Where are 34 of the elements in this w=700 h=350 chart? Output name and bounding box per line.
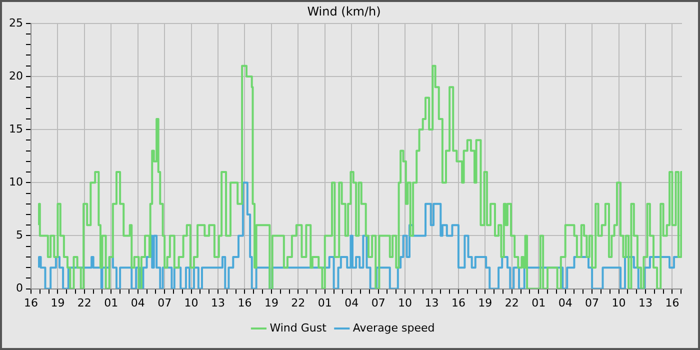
x-tick-label: 01 xyxy=(318,296,332,310)
x-tick-label: 19 xyxy=(478,296,492,310)
x-tick-label: 04 xyxy=(344,296,359,310)
x-tick-label: 13 xyxy=(211,296,226,310)
x-tick-label: 22 xyxy=(504,296,519,310)
x-tick-label: 04 xyxy=(558,296,572,310)
x-tick-label: 19 xyxy=(264,296,278,310)
x-tick-label: 10 xyxy=(398,296,412,310)
legend-label: Wind Gust xyxy=(270,321,328,334)
y-tick-label: 5 xyxy=(16,228,23,242)
x-tick-label: 16 xyxy=(24,296,38,310)
chart-title: Wind (km/h) xyxy=(307,4,381,18)
x-tick-label: 22 xyxy=(291,296,306,310)
x-tick-label: 10 xyxy=(184,296,198,310)
x-tick-label: 16 xyxy=(665,296,680,310)
x-tick-label: 01 xyxy=(104,296,118,310)
x-tick-label: 07 xyxy=(158,296,172,310)
x-tick-label: 22 xyxy=(77,296,92,310)
x-tick-label: 16 xyxy=(451,296,466,310)
x-tick-label: 07 xyxy=(371,296,386,310)
y-tick-label: 10 xyxy=(8,176,23,188)
y-tick-label: 25 xyxy=(8,16,23,30)
x-tick-label: 04 xyxy=(130,296,145,310)
y-tick-label: 20 xyxy=(8,69,23,82)
x-tick-label: 10 xyxy=(612,296,626,310)
x-tick-label: 01 xyxy=(532,296,546,310)
x-tick-label: 19 xyxy=(50,296,65,310)
legend-label: Average speed xyxy=(352,321,435,334)
y-tick-label: 0 xyxy=(16,282,23,295)
x-tick-label: 07 xyxy=(585,296,600,310)
y-tick-label: 15 xyxy=(8,122,23,136)
x-tick-label: 16 xyxy=(238,296,252,310)
x-tick-label: 13 xyxy=(424,296,439,310)
x-tick-label: 13 xyxy=(638,296,652,310)
